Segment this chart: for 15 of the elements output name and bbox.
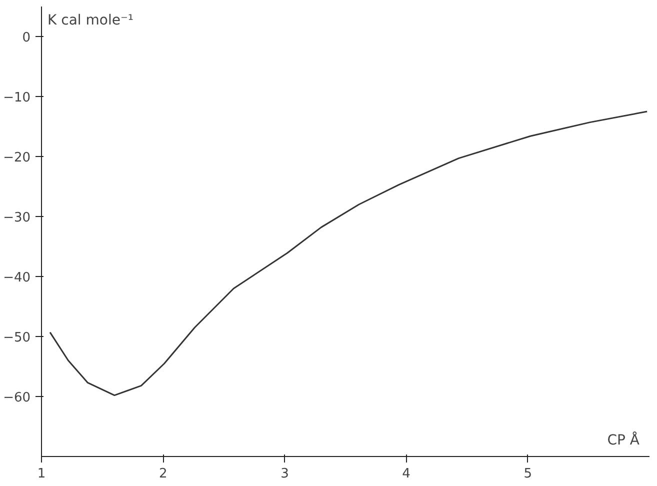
x-tick-label: 1 [37, 466, 46, 482]
line-series [49, 110, 648, 396]
x-tick-label: 4 [402, 466, 410, 482]
x-tick-label: 5 [524, 466, 532, 482]
y-tick-label: −60 [3, 390, 31, 406]
y-axis-title: K cal mole⁻¹ [48, 12, 134, 28]
x-tick-label: 2 [158, 466, 168, 482]
x-axis-title: CP Å [607, 432, 640, 448]
y-tick-label: −20 [3, 150, 31, 166]
x-tick-label: 3 [280, 466, 289, 482]
y-tick-label: −50 [3, 330, 31, 346]
y-tick-label: −10 [3, 90, 31, 106]
y-tick-label: 0 [22, 30, 31, 46]
y-tick-label: −40 [3, 270, 31, 286]
y-tick-label: −30 [3, 210, 31, 226]
